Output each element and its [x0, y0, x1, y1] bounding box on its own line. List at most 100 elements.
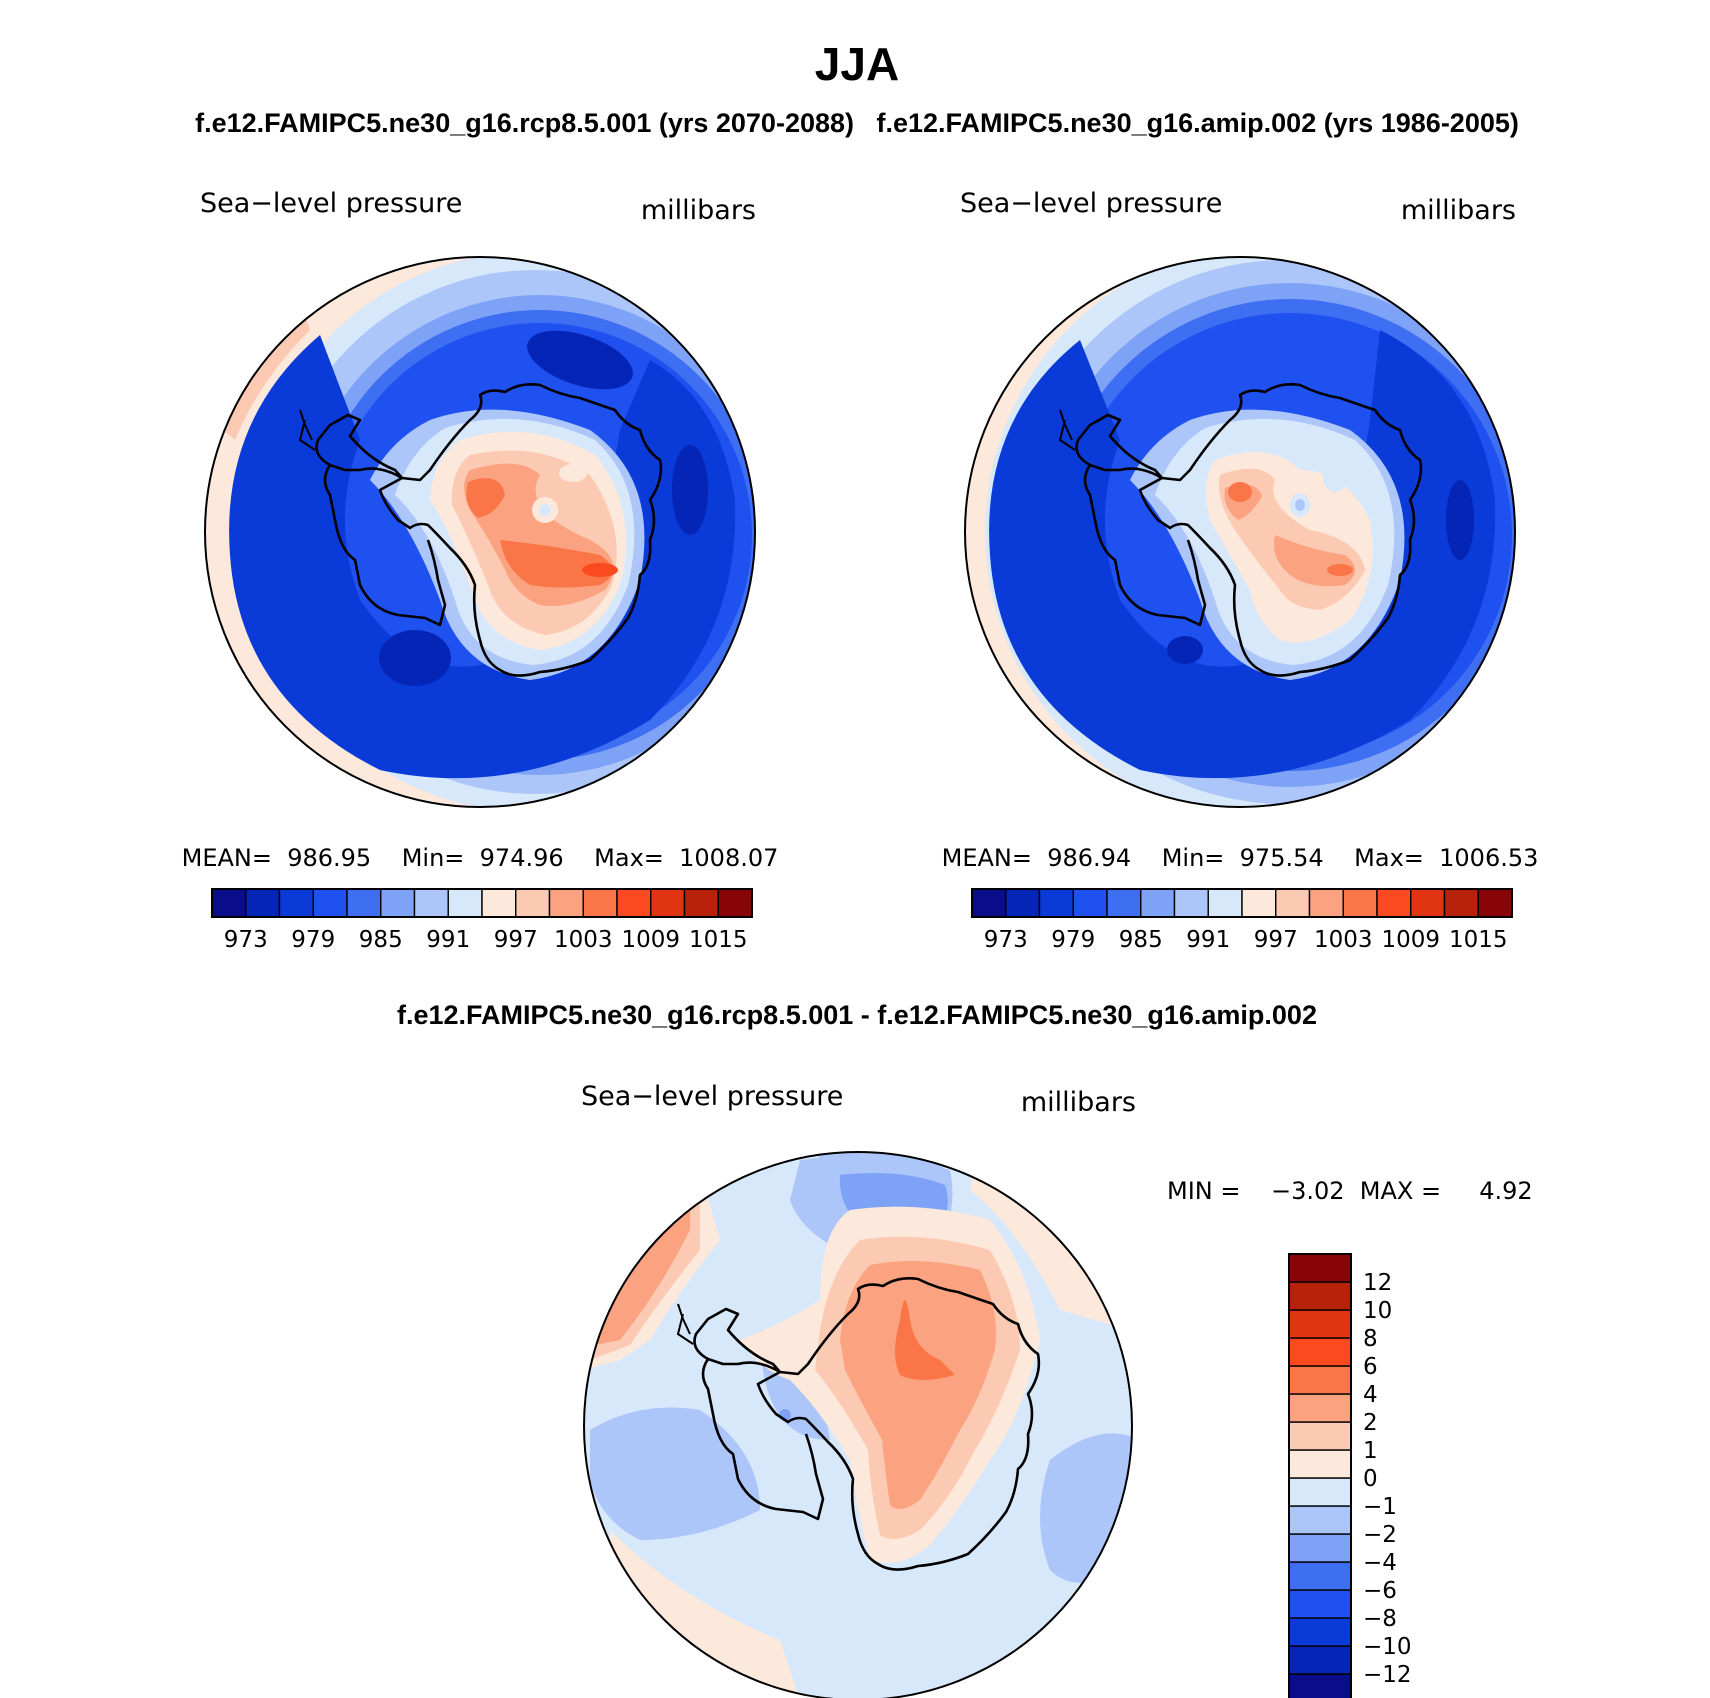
panel-c-colorbar-tick-label: 0	[1363, 1466, 1378, 1492]
panel-b-colorbar-swatch	[1207, 888, 1243, 918]
panel-c-colorbar-swatch	[1288, 1505, 1352, 1535]
panel-c-variable: Sea−level pressure	[581, 1081, 843, 1112]
panel-a-colorbar-swatch	[413, 888, 449, 918]
panel-a-islands	[298, 409, 316, 451]
panel-b-colorbar-swatch	[1477, 888, 1513, 918]
panel-c-colorbar-frame	[1288, 1253, 1352, 1698]
panel-b-peninsula	[1083, 464, 1207, 627]
panel-b-colorbar-tick-label: 1003	[1314, 927, 1373, 953]
panel-a-colorbar-tick-label: 979	[291, 927, 335, 953]
panel-b-islands	[1058, 409, 1076, 451]
panel-b-colorbar-tick-label: 997	[1254, 927, 1298, 953]
panel-a-colorbar-swatch	[312, 888, 348, 918]
panel-c-stats: MIN = −3.02 MAX = 4.92	[1167, 1177, 1533, 1205]
panel-a-colorbar-swatch	[245, 888, 281, 918]
panel-c-colorbar-swatch	[1288, 1533, 1352, 1563]
panel-c-colorbar-swatch	[1288, 1617, 1352, 1647]
panel-c-units: millibars	[1021, 1087, 1136, 1118]
panel-a-colorbar-swatch	[683, 888, 719, 918]
panel-a-colorbar-tick-label: 991	[426, 927, 470, 953]
panel-a-colorbar-swatch	[582, 888, 618, 918]
panel-a-map	[204, 256, 756, 808]
panel-a-colorbar-swatch	[481, 888, 517, 918]
panel-b-stats: MEAN= 986.94 Min= 975.54 Max= 1006.53	[942, 844, 1539, 872]
panel-b-variable: Sea−level pressure	[960, 188, 1222, 219]
panel-b-coastline	[1075, 383, 1423, 677]
panel-b-colorbar-swatch	[1410, 888, 1446, 918]
panel-b-colorbar-swatch	[1173, 888, 1209, 918]
panel-c-colorbar-swatch	[1288, 1337, 1352, 1367]
panel-b-units: millibars	[1401, 195, 1516, 226]
panel-a-peninsula	[323, 464, 447, 627]
panel-c-colorbar-swatch	[1288, 1253, 1352, 1283]
panel-c-coastline	[693, 1277, 1041, 1571]
panel-a-colorbar-swatch	[650, 888, 686, 918]
panel-c-colorbar-tick-label: −6	[1363, 1578, 1397, 1604]
panel-b-colorbar-tick-label: 1009	[1381, 927, 1440, 953]
panel-b-map	[964, 256, 1516, 808]
panel-c-colorbar-swatch	[1288, 1365, 1352, 1395]
panel-c-colorbar-swatch	[1288, 1645, 1352, 1675]
panel-b-colorbar-swatch	[1106, 888, 1142, 918]
panel-c-colorbar-tick-label: −4	[1363, 1550, 1397, 1576]
panel-b-colorbar-swatch	[971, 888, 1007, 918]
panel-a-contours	[205, 257, 755, 807]
subtitle: f.e12.FAMIPC5.ne30_g16.rcp8.5.001 (yrs 2…	[195, 108, 1519, 138]
panel-c-colorbar-tick-label: 6	[1363, 1354, 1378, 1380]
panel-a-map-border	[204, 256, 756, 808]
panel-b-colorbar-tick-label: 973	[984, 927, 1028, 953]
panel-a-colorbar-tick-label: 997	[494, 927, 538, 953]
panel-c-peninsula	[701, 1358, 825, 1521]
panel-b-colorbar-swatch	[1443, 888, 1479, 918]
panel-c-colorbar-swatch	[1288, 1309, 1352, 1339]
panel-a-colorbar-tick-label: 973	[224, 927, 268, 953]
panel-c-colorbar-tick-label: 2	[1363, 1410, 1378, 1436]
difference-title: f.e12.FAMIPC5.ne30_g16.rcp8.5.001 - f.e1…	[397, 1000, 1317, 1030]
panel-b-colorbar-swatch	[1038, 888, 1074, 918]
panel-b-colorbar-swatch	[1342, 888, 1378, 918]
panel-c-islands	[676, 1303, 694, 1345]
panel-a-colorbar-frame	[211, 888, 753, 918]
panel-a-variable: Sea−level pressure	[200, 188, 462, 219]
panel-b-colorbar: 973 979 985 991 997 1003 1009 1015	[971, 888, 1513, 953]
panel-a-colorbar-tick-label: 1015	[689, 927, 748, 953]
panel-a-colorbar-swatch	[380, 888, 416, 918]
panel-c-colorbar-swatch	[1288, 1477, 1352, 1507]
panel-c-colorbar-swatch	[1288, 1673, 1352, 1698]
panel-a-units: millibars	[641, 195, 756, 226]
panel-c-colorbar-swatch	[1288, 1421, 1352, 1451]
panel-b-map-border	[964, 256, 1516, 808]
panel-a-colorbar-tick-label: 1003	[554, 927, 613, 953]
panel-b-colorbar-tick-label: 985	[1119, 927, 1163, 953]
panel-c-colorbar-swatch	[1288, 1393, 1352, 1423]
panel-a-colorbar-swatch	[548, 888, 584, 918]
panel-c-colorbar-tick-label: 12	[1363, 1270, 1392, 1296]
panel-a-colorbar-tick-label: 985	[359, 927, 403, 953]
panel-c-colorbar-tick-label: −8	[1363, 1606, 1397, 1632]
panel-c-colorbar-tick-label: −12	[1363, 1662, 1412, 1688]
panel-c-colorbar-tick-label: 10	[1363, 1298, 1392, 1324]
panel-a-coastline	[315, 383, 663, 677]
panel-c-colorbar-swatch	[1288, 1449, 1352, 1479]
panel-c-colorbar-tick-label: −1	[1363, 1494, 1397, 1520]
panel-b-colorbar-swatch	[1241, 888, 1277, 918]
panel-b-contours	[965, 257, 1515, 807]
panel-c-colorbar-tick-label: −2	[1363, 1522, 1397, 1548]
panel-a-colorbar-swatch	[447, 888, 483, 918]
panel-c-colorbar-swatch	[1288, 1589, 1352, 1619]
panel-b-colorbar-swatch	[1376, 888, 1412, 918]
panel-c-colorbar-tick-label: −10	[1363, 1634, 1412, 1660]
panel-a-colorbar-tick-label: 1009	[621, 927, 680, 953]
panel-b-colorbar-tick-label: 991	[1186, 927, 1230, 953]
panel-a-colorbar-swatch	[515, 888, 551, 918]
panel-b-colorbar-swatch	[1140, 888, 1176, 918]
panel-b-colorbar-swatch	[1072, 888, 1108, 918]
panel-c-colorbar-tick-label: 8	[1363, 1326, 1378, 1352]
panel-a-colorbar-swatch	[346, 888, 382, 918]
panel-b-colorbar-tick-label: 979	[1051, 927, 1095, 953]
panel-c-map-border	[583, 1151, 1133, 1698]
panel-a-stats: MEAN= 986.95 Min= 974.96 Max= 1008.07	[182, 844, 779, 872]
panel-a-colorbar: 973 979 985 991 997 1003 1009 1015	[211, 888, 753, 953]
